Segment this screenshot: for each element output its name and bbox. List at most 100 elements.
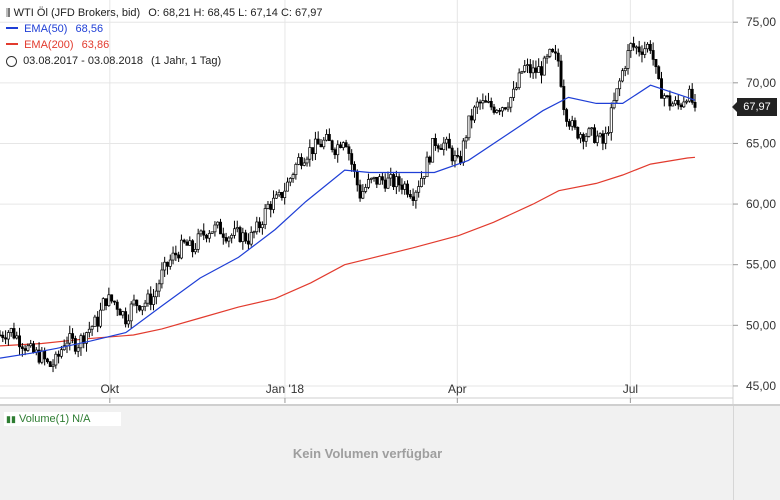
candle-body xyxy=(662,95,666,99)
candle-body xyxy=(464,137,468,142)
candle-body xyxy=(492,106,496,113)
candle-body xyxy=(54,353,58,366)
candle-body xyxy=(618,80,622,90)
candle-body xyxy=(570,120,574,127)
candle-body xyxy=(514,87,518,90)
candle-body xyxy=(369,177,373,180)
candle-body xyxy=(143,302,147,307)
candle-body xyxy=(168,259,172,267)
candle-body xyxy=(350,153,354,165)
candle-body xyxy=(93,316,97,327)
candle-body xyxy=(573,120,577,128)
candle-body xyxy=(43,350,47,360)
volume-value: N/A xyxy=(72,413,91,425)
volume-icon: ▮▮ xyxy=(6,414,16,424)
candle-body xyxy=(188,240,192,246)
last-price-tag: 67,97 xyxy=(732,98,777,117)
candle-body xyxy=(450,147,454,162)
candle-body xyxy=(607,132,610,134)
candle-body xyxy=(157,283,161,292)
candle-body xyxy=(674,100,677,105)
ema50-legend[interactable]: EMA(50) 68,56 xyxy=(6,22,103,36)
x-tick-label: Okt xyxy=(100,382,119,396)
candle-body xyxy=(166,261,169,267)
candle-body xyxy=(640,51,644,55)
candle-body xyxy=(665,95,669,98)
candle-body xyxy=(590,127,594,130)
candle-body xyxy=(512,88,516,98)
candle-body xyxy=(425,156,429,178)
candle-body xyxy=(138,305,142,311)
candle-body xyxy=(392,174,396,188)
ohlc-values: O: 68,21 H: 68,45 L: 67,14 C: 67,97 xyxy=(148,7,323,19)
candle-body xyxy=(288,178,292,183)
date-range-info[interactable]: 03.08.2017 - 03.08.2018 (1 Jahr, 1 Tag) xyxy=(6,54,221,68)
volume-legend[interactable]: ▮▮ Volume(1) N/A xyxy=(4,412,121,426)
y-tick-label: 65,00 xyxy=(746,136,776,150)
candle-body xyxy=(545,55,549,59)
ema200-series xyxy=(0,156,696,347)
candle-body xyxy=(654,59,658,68)
candle-body xyxy=(297,157,301,165)
candle-body xyxy=(408,193,412,198)
candle-body xyxy=(364,187,368,192)
candle-body xyxy=(386,177,390,189)
candle-body xyxy=(445,138,449,144)
candle-body xyxy=(456,154,460,157)
candle-body xyxy=(205,234,208,239)
y-tick-label: 70,00 xyxy=(746,76,776,90)
candle-body xyxy=(383,179,387,189)
candlestick-icon[interactable]: ⫼ xyxy=(6,8,11,19)
candle-body xyxy=(29,343,33,347)
candle-body xyxy=(235,227,239,230)
candle-body xyxy=(274,194,278,199)
candle-body xyxy=(537,66,541,73)
candle-body xyxy=(475,101,479,108)
price-chart[interactable]: 45,00 50,00 55,00 60,00 65,00 70,00 75,00 Okt J… xyxy=(0,0,780,404)
candle-body xyxy=(651,50,655,60)
candle-body xyxy=(380,176,384,181)
ema200-legend[interactable]: EMA(200) 63,86 xyxy=(6,38,109,52)
y-tick-label: 60,00 xyxy=(746,197,776,211)
y-tick-label: 75,00 xyxy=(746,15,776,29)
candle-body xyxy=(260,224,264,229)
candle-body xyxy=(576,127,580,139)
candle-body xyxy=(71,333,75,339)
candle-body xyxy=(601,133,605,144)
candle-body xyxy=(461,140,465,163)
candle-body xyxy=(598,133,602,137)
y-tick-label: 50,00 xyxy=(746,318,776,332)
candle-body xyxy=(439,147,443,150)
clock-icon xyxy=(6,55,17,67)
x-tick-label: Jan '18 xyxy=(266,382,305,396)
candle-body xyxy=(76,347,80,352)
x-tick-label: Jul xyxy=(623,382,638,396)
candle-body xyxy=(126,320,130,325)
candle-body xyxy=(487,100,490,103)
candle-body xyxy=(246,240,250,245)
candle-body xyxy=(163,261,167,271)
candle-body xyxy=(135,299,139,307)
candle-body xyxy=(584,135,588,142)
candle-body xyxy=(609,107,613,133)
candle-body xyxy=(690,88,694,103)
candle-body xyxy=(249,231,253,245)
candle-body xyxy=(347,146,351,154)
candle-body xyxy=(191,240,195,253)
candle-body xyxy=(400,184,404,190)
candle-body xyxy=(59,349,63,357)
candle-body xyxy=(305,158,309,164)
candle-body xyxy=(579,134,583,139)
candle-body xyxy=(202,230,206,236)
candle-body xyxy=(308,147,312,160)
candle-body xyxy=(140,306,144,311)
candle-body xyxy=(679,104,683,108)
candle-body xyxy=(634,46,638,49)
candle-body xyxy=(45,358,49,363)
candle-body xyxy=(685,100,689,103)
candle-body xyxy=(389,174,393,179)
candle-body xyxy=(51,364,55,367)
volume-pane[interactable]: ▮▮ Volume(1) N/A Kein Volumen verfügbar xyxy=(0,404,780,500)
candle-body xyxy=(129,303,133,322)
candle-body xyxy=(361,191,365,199)
